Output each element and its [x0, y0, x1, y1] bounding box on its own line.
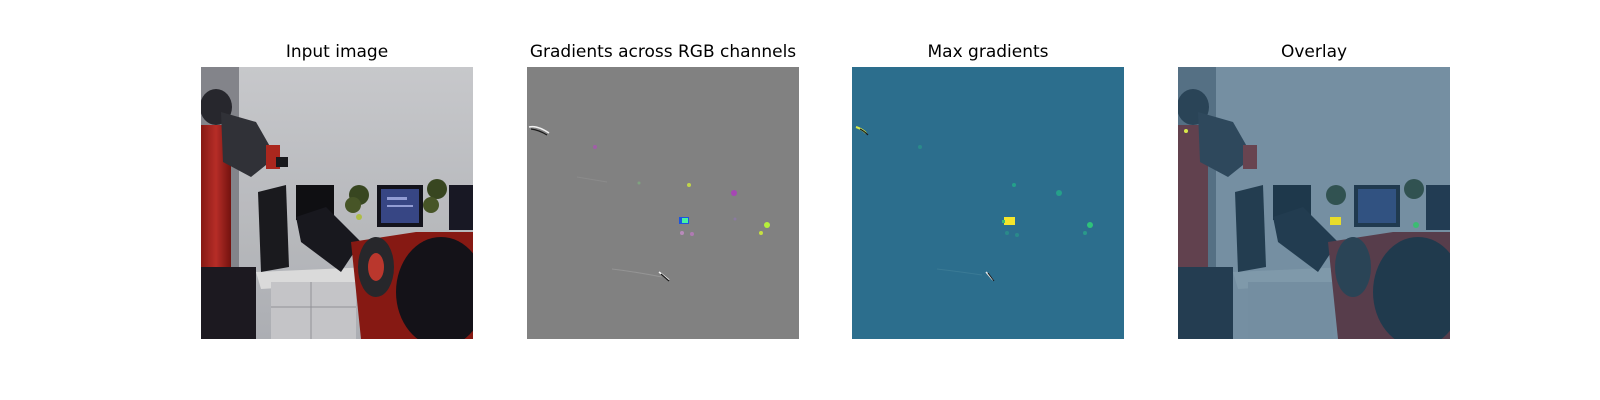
panel-title-input-image: Input image: [285, 42, 389, 62]
panel-title-rgb-gradients: Gradients across RGB channels: [529, 42, 797, 62]
panel-input-image: Input image: [201, 0, 473, 400]
panel-max-gradients: Max gradients: [852, 0, 1124, 400]
panel-rgb-gradients: Gradients across RGB channels: [527, 0, 799, 400]
panel-overlay: Overlay: [1178, 0, 1450, 400]
max-gradient-map: [852, 67, 1124, 339]
input-image: [201, 67, 473, 339]
panel-title-overlay: Overlay: [1280, 42, 1348, 62]
panel-title-max-gradients: Max gradients: [927, 42, 1049, 62]
overlay-image: [1178, 67, 1450, 339]
rgb-gradient-map: [527, 67, 799, 339]
